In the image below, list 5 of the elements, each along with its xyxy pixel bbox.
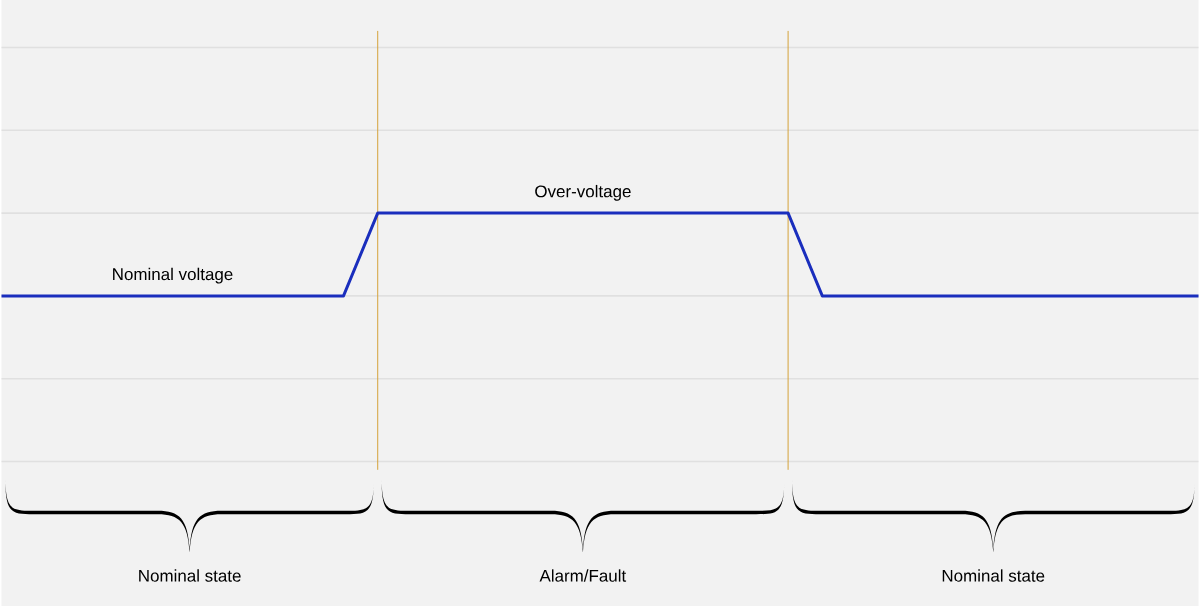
- text: Nominal state: [942, 569, 1045, 582]
- text: Alarm/Fault: [539, 569, 627, 582]
- text: Nominal state: [139, 569, 241, 582]
- annotation: Nominal voltage: [113, 267, 233, 284]
- annotation: Over-voltage: [535, 184, 631, 201]
